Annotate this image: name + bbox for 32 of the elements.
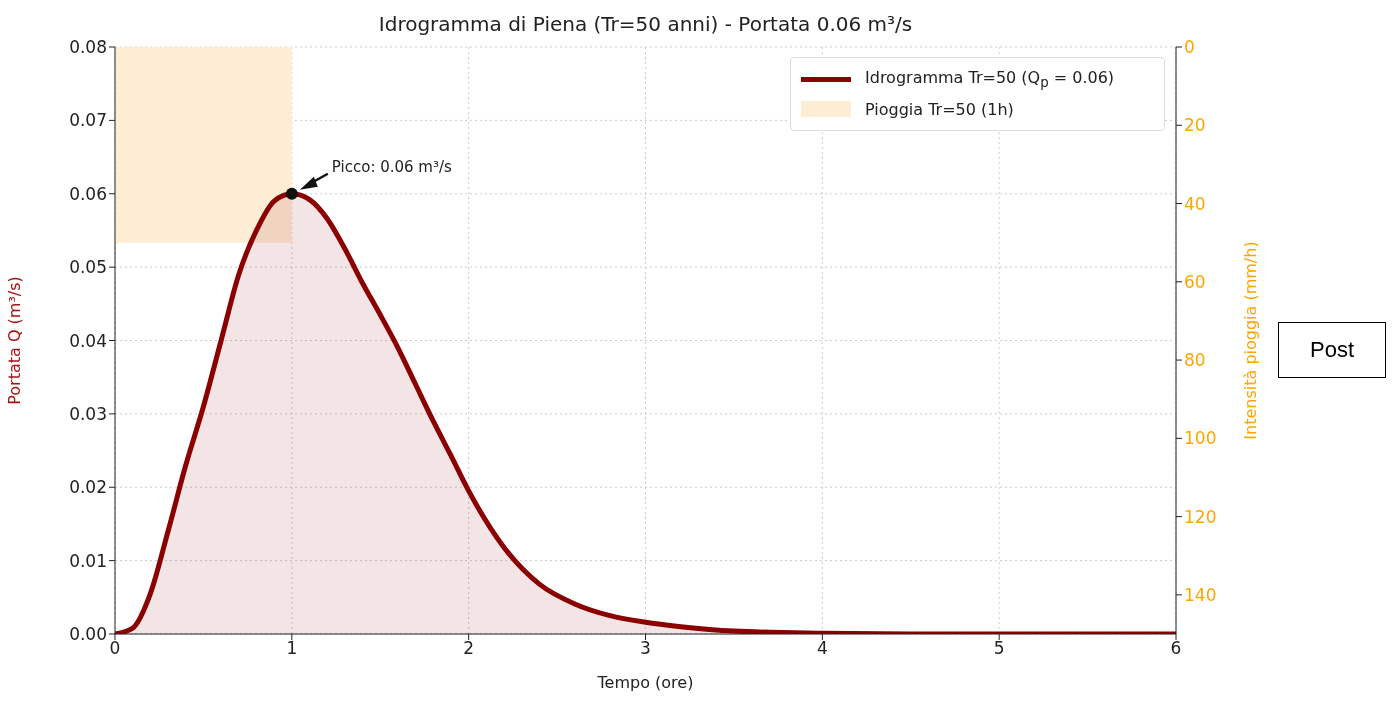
y2-tick-label: 40 xyxy=(1184,193,1206,214)
y-tick-label: 0.03 xyxy=(69,403,107,424)
y2-tick-label: 140 xyxy=(1184,584,1217,605)
y-tick-label: 0.08 xyxy=(69,37,107,58)
legend-label: Idrogramma Tr=50 (Q$_{p}$ = 0.06) xyxy=(865,67,1115,91)
y-tick-label: 0.06 xyxy=(69,183,107,204)
annotation: Picco: 0.06 m³/s xyxy=(331,157,453,176)
x-axis-title: Tempo (ore) xyxy=(596,673,694,692)
x-tick-label: 6 xyxy=(1170,638,1182,659)
y2-tick-label: 120 xyxy=(1184,506,1217,527)
x-tick-label: 2 xyxy=(463,638,475,659)
text: Post xyxy=(1278,322,1386,378)
y-tick-label: 0.00 xyxy=(69,624,107,645)
x-tick-label: 1 xyxy=(286,638,298,659)
y-tick-label: 0.01 xyxy=(69,550,107,571)
y2-tick-label: 100 xyxy=(1184,428,1217,449)
y2-tick-label: 80 xyxy=(1184,350,1206,371)
y-tick-label: 0.04 xyxy=(69,330,107,351)
x-tick-label: 5 xyxy=(993,638,1005,659)
y-tick-label: 0.07 xyxy=(69,110,107,131)
chart-title: Idrogramma di Piena (Tr=50 anni) - Portata 0.06 m³/s xyxy=(377,12,914,36)
y-axis-title: Portata Q (m³/s) xyxy=(4,276,24,405)
y2-tick-label: 0 xyxy=(1184,37,1195,58)
x-tick-label: 4 xyxy=(816,638,828,659)
x-tick-label: 3 xyxy=(640,638,651,659)
y-tick-label: 0.05 xyxy=(69,257,107,278)
y2-tick-label: 20 xyxy=(1184,115,1206,136)
legend-label: Pioggia Tr=50 (1h) xyxy=(865,99,1014,119)
x-tick-label: 0 xyxy=(109,638,121,659)
y2-tick-label: 60 xyxy=(1184,271,1206,292)
y2-axis-title: Intensità pioggia (mm/h) xyxy=(1240,241,1260,440)
y-tick-label: 0.02 xyxy=(69,477,107,498)
